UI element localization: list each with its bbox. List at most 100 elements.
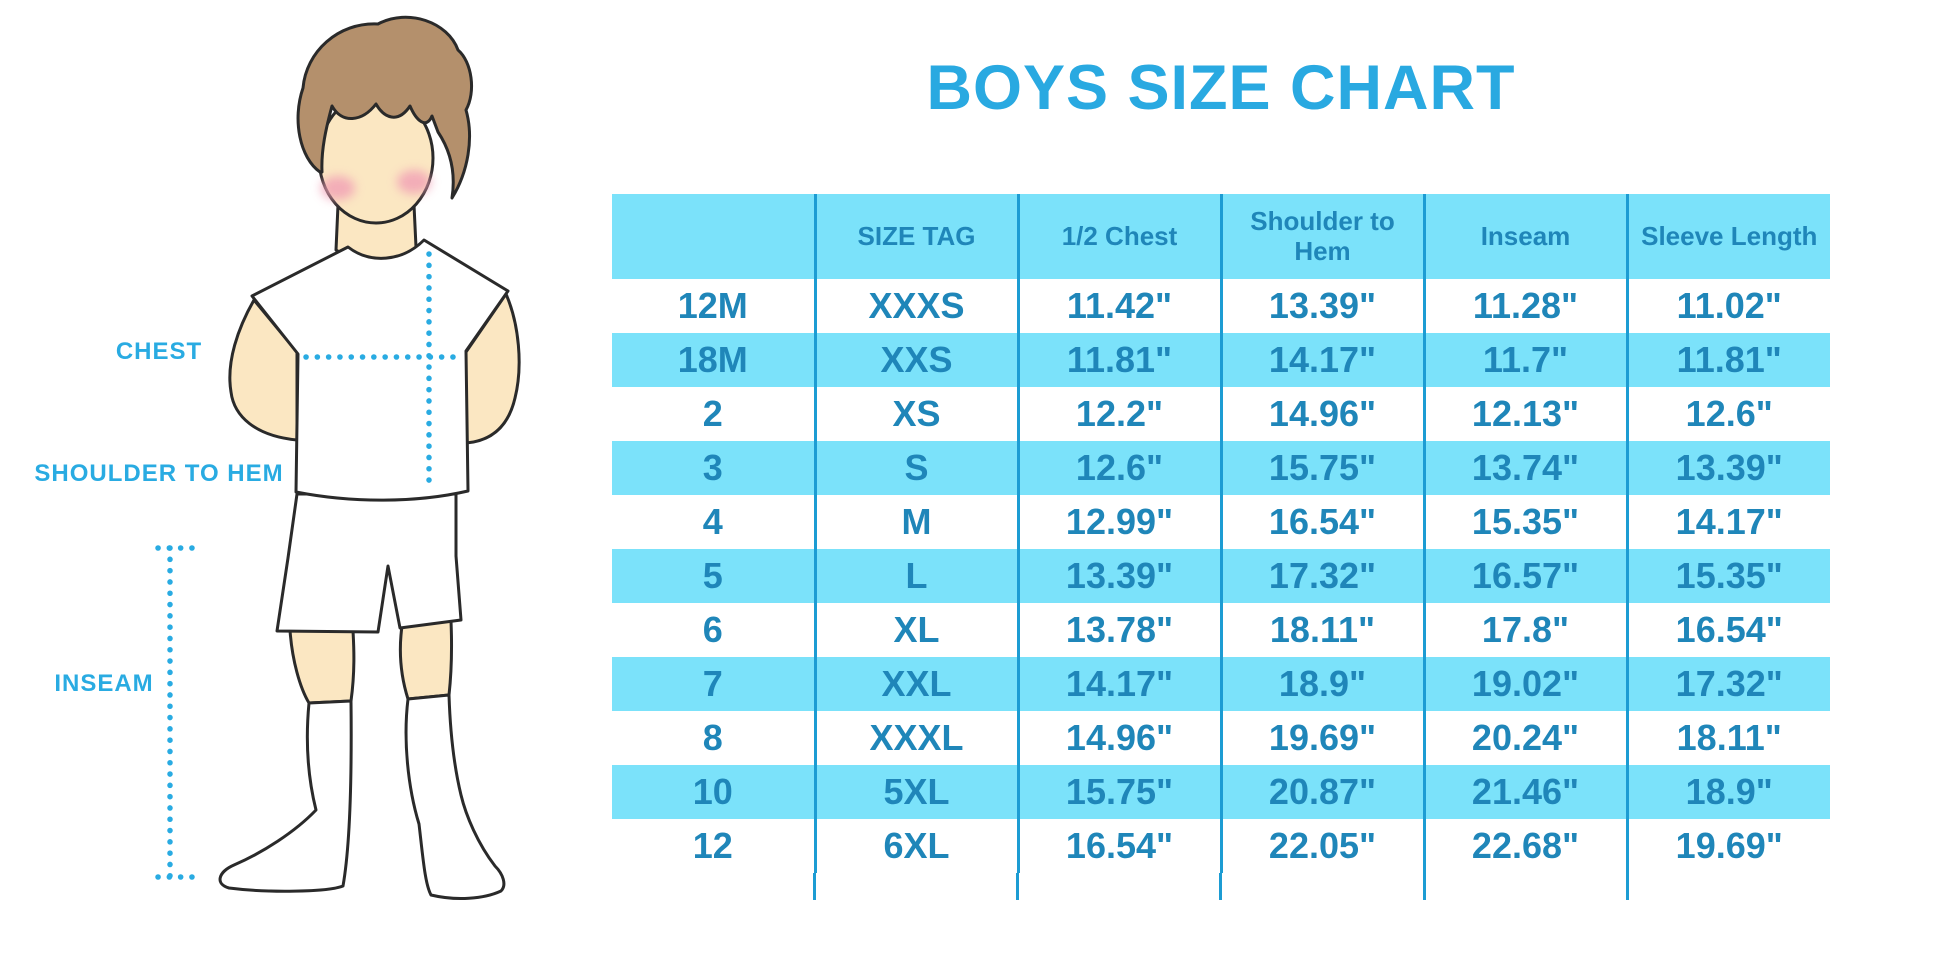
measurement-cell: 15.35": [1625, 549, 1830, 603]
measurement-cell: 12.6": [1016, 441, 1221, 495]
column-header-1-2-chest: 1/2 Chest: [1016, 194, 1221, 279]
measurement-cell: 11.28": [1422, 279, 1627, 333]
inseam-label: INSEAM: [54, 670, 154, 697]
measurement-cell: 14.17": [1625, 495, 1830, 549]
table-row: 12M XXXS 11.42" 13.39" 11.28" 11.02": [612, 279, 1830, 333]
measurement-cell: 18.11": [1625, 711, 1830, 765]
shoulder-to-hem-label: SHOULDER TO HEM: [34, 460, 284, 487]
size-cell: 5: [612, 549, 815, 603]
column-header-sleeve-length: Sleeve Length: [1625, 194, 1830, 279]
measurement-cell: XXS: [813, 333, 1018, 387]
measurement-cell: 12.6": [1625, 387, 1830, 441]
column-line-extension: [1423, 873, 1426, 900]
shorts: [275, 492, 463, 634]
table-row: 18M XXS 11.81" 14.17" 11.7" 11.81": [612, 333, 1830, 387]
measurement-cell: XL: [813, 603, 1018, 657]
measurement-cell: 5XL: [813, 765, 1018, 819]
column-line-extension: [1626, 873, 1629, 900]
measurement-cell: 20.24": [1422, 711, 1627, 765]
measurement-cell: 14.17": [1219, 333, 1424, 387]
left-arm: [228, 298, 299, 442]
measurement-cell: 11.42": [1016, 279, 1221, 333]
column-header-shoulder-to-hem: Shoulder to Hem: [1219, 194, 1424, 279]
size-cell: 8: [702, 717, 723, 758]
size-cell: 12: [692, 825, 733, 866]
column-line-extension: [1016, 873, 1019, 900]
table-row: 7 XXL 14.17" 18.9" 19.02" 17.32": [612, 657, 1830, 711]
measurement-cell: 6XL: [813, 819, 1018, 873]
size-cell: 10: [612, 765, 815, 819]
measurement-cell: 13.74": [1422, 441, 1627, 495]
measurement-cell: 14.96": [1016, 711, 1221, 765]
measurement-cell: 18.9": [1625, 765, 1830, 819]
measurement-cell: 20.87": [1219, 765, 1424, 819]
measurement-cell: XS: [813, 387, 1018, 441]
measurement-cell: 18.11": [1219, 603, 1424, 657]
hair: [296, 15, 473, 200]
right-sock: [404, 693, 506, 900]
size-table: SIZE TAG 1/2 Chest Shoulder to Hem Inseam Sl…: [612, 194, 1830, 873]
table-row: 12 6XL 16.54" 22.05" 22.68" 19.69": [612, 819, 1830, 873]
measurement-cell: 11.81": [1625, 333, 1830, 387]
measurement-cell: 14.17": [1016, 657, 1221, 711]
right-leg: [398, 619, 454, 701]
measurement-cell: M: [813, 495, 1018, 549]
table-row: 3 S 12.6" 15.75" 13.74" 13.39": [612, 441, 1830, 495]
right-cheek-blush: [397, 170, 431, 194]
size-table-body: 12M XXXS 11.42" 13.39" 11.28" 11.02" 18M XXS 11.…: [612, 279, 1830, 873]
measurement-cell: 17.8": [1422, 603, 1627, 657]
measurement-cell: 13.39": [1219, 279, 1424, 333]
measurement-cell: 16.54": [1016, 819, 1221, 873]
measurement-cell: 14.96": [1219, 387, 1424, 441]
page-title: BOYS SIZE CHART: [926, 53, 1516, 123]
measurement-cell: 22.05": [1219, 819, 1424, 873]
table-row: 5 L 13.39" 17.32" 16.57" 15.35": [612, 549, 1830, 603]
t-shirt: [250, 238, 510, 502]
size-cell: 18M: [612, 333, 815, 387]
size-cell: 7: [612, 657, 815, 711]
measurement-cell: 12.13": [1422, 387, 1627, 441]
boy-illustration: [155, 15, 521, 900]
measurement-cell: S: [813, 441, 1018, 495]
size-table-header: SIZE TAG 1/2 Chest Shoulder to Hem Inseam Sl…: [612, 194, 1830, 279]
column-header-blank: [612, 194, 815, 279]
left-sock: [218, 699, 353, 893]
measurement-cell: 16.54": [1219, 495, 1424, 549]
measurement-cell: 19.69": [1625, 819, 1830, 873]
measurement-cell: 11.81": [1016, 333, 1221, 387]
size-cell: 2: [702, 393, 723, 434]
column-header-inseam: Inseam: [1422, 194, 1627, 279]
measurement-cell: XXL: [813, 657, 1018, 711]
measurement-cell: 11.02": [1625, 279, 1830, 333]
column-header-size-tag: SIZE TAG: [813, 194, 1018, 279]
size-cell: 4: [702, 501, 723, 542]
measurement-cell: 11.7": [1422, 333, 1627, 387]
measurement-cell: 21.46": [1422, 765, 1627, 819]
measurement-cell: 19.02": [1422, 657, 1627, 711]
table-row: 4 M 12.99" 16.54" 15.35" 14.17": [612, 495, 1830, 549]
table-row: 6 XL 13.78" 18.11" 17.8" 16.54": [612, 603, 1830, 657]
measurement-cell: 19.69": [1219, 711, 1424, 765]
measurement-cell: 13.39": [1016, 549, 1221, 603]
measurement-cell: XXXL: [813, 711, 1018, 765]
size-cell: 12M: [677, 285, 748, 326]
measurement-cell: 15.35": [1422, 495, 1627, 549]
measurement-cell: 12.2": [1016, 387, 1221, 441]
measurement-cell: L: [813, 549, 1018, 603]
measurement-cell: 16.57": [1422, 549, 1627, 603]
measurement-cell: 18.9": [1219, 657, 1424, 711]
measurement-cell: 17.32": [1219, 549, 1424, 603]
measurement-cell: 17.32": [1625, 657, 1830, 711]
header-row: SIZE TAG 1/2 Chest Shoulder to Hem Inseam Sl…: [612, 194, 1830, 279]
column-line-extension: [813, 873, 816, 900]
right-arm: [464, 292, 521, 445]
column-line-extension: [1219, 873, 1222, 900]
left-cheek-blush: [321, 176, 355, 200]
chest-label: CHEST: [115, 338, 203, 365]
table-row: 10 5XL 15.75" 20.87" 21.46" 18.9": [612, 765, 1830, 819]
measurement-cell: 13.78": [1016, 603, 1221, 657]
measurement-cell: 13.39": [1625, 441, 1830, 495]
size-cell: 6: [702, 609, 723, 650]
measurement-cell: 22.68": [1422, 819, 1627, 873]
